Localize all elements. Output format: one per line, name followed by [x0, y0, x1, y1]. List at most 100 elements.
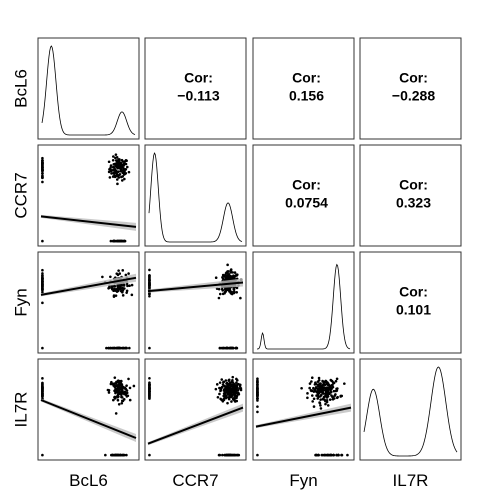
scatter-point	[116, 174, 119, 178]
scatter-point	[123, 177, 126, 181]
scatter-point	[118, 165, 122, 169]
scatter-point	[310, 376, 314, 380]
panel-frame	[37, 144, 140, 247]
scatter-point	[218, 453, 222, 457]
scatter-point	[323, 453, 327, 457]
cor-value-bcl6-il7r: −0.288	[392, 88, 435, 104]
scatter-point	[226, 390, 229, 394]
scatter-point	[112, 346, 115, 350]
scatter-point	[113, 376, 117, 379]
scatter-point	[256, 388, 259, 391]
scatter-point	[127, 170, 131, 174]
scatter-point	[148, 453, 151, 457]
scatter-point	[120, 346, 124, 350]
scatter-point	[125, 384, 128, 387]
scatter-point	[116, 394, 119, 398]
scatter-point	[235, 286, 239, 290]
column-label-il7r: IL7R	[393, 471, 429, 490]
scatter-point	[325, 396, 329, 399]
scatter-point	[215, 383, 219, 386]
scatter-point	[216, 395, 220, 399]
scatter-point	[332, 389, 336, 393]
panel-frame	[252, 37, 355, 140]
scatter-point	[310, 394, 314, 397]
scatter-point	[235, 399, 239, 403]
scatter-point	[125, 391, 129, 395]
scatter-point	[319, 407, 323, 410]
scatter-point	[230, 290, 234, 294]
cor-value-ccr7-il7r: 0.323	[396, 195, 431, 211]
panel-bcl6-fyn: Cor: 0.156	[252, 37, 355, 140]
scatter-point	[101, 275, 104, 279]
scatter-point	[233, 271, 237, 274]
scatter-point	[234, 388, 238, 391]
scatter-point	[218, 392, 221, 396]
scatter-point	[232, 274, 235, 278]
scatter-point	[325, 386, 329, 389]
scatter-point	[109, 382, 113, 386]
scatter-point	[41, 268, 44, 272]
scatter-point	[118, 159, 121, 163]
scatter-point	[335, 377, 339, 381]
scatter-point	[115, 178, 119, 181]
scatter-point	[122, 391, 126, 394]
scatter-point	[107, 170, 111, 174]
scatter-point	[331, 397, 335, 401]
scatter-point	[41, 171, 44, 175]
cor-label: Cor:	[184, 70, 213, 86]
scatter-point	[41, 168, 44, 172]
scatter-point	[119, 284, 123, 288]
scatter-point	[148, 292, 151, 295]
panel-frame	[37, 37, 140, 140]
scatter-point	[148, 383, 151, 387]
scatter-point	[218, 386, 221, 390]
scatter-point	[107, 388, 111, 392]
scatter-point	[232, 288, 236, 291]
scatter-point	[317, 453, 320, 457]
scatter-point	[256, 410, 259, 414]
scatter-point	[116, 390, 120, 394]
scatter-point	[113, 389, 116, 393]
scatter-point	[218, 292, 222, 296]
scatter-point	[234, 384, 238, 388]
scatter-point	[111, 158, 115, 162]
scatter-point	[306, 392, 309, 395]
scatter-point	[228, 391, 232, 394]
panel-frame	[359, 144, 462, 247]
scatter-point	[324, 380, 328, 383]
scatter-point	[346, 453, 349, 457]
scatter-point	[115, 290, 119, 293]
scatter-point	[256, 393, 259, 397]
scatter-point	[235, 274, 239, 277]
regression-line	[40, 276, 137, 296]
scatter-point	[116, 239, 119, 243]
scatter-point	[121, 269, 125, 272]
density-curve-ccr7	[148, 152, 243, 243]
scatter-point	[41, 394, 44, 398]
scatter-point	[110, 172, 113, 175]
scatter-point	[113, 453, 117, 457]
scatter-point	[148, 278, 151, 281]
scatter-point	[319, 385, 323, 389]
panel-fyn-ccr7	[144, 251, 247, 354]
scatter-point	[322, 381, 325, 385]
scatter-point	[126, 165, 129, 169]
scatter-point	[41, 279, 44, 283]
scatter-point	[117, 269, 120, 272]
panel-fyn-fyn	[252, 251, 355, 354]
density-curve-bcl6	[41, 45, 136, 136]
scatter-point	[224, 379, 228, 382]
scatter-point	[225, 275, 228, 278]
scatter-point	[227, 453, 231, 457]
panel-frame	[359, 37, 462, 140]
scatter-point	[340, 453, 344, 457]
scatter-point	[112, 398, 115, 402]
scatter-point	[118, 388, 122, 391]
scatter-point	[314, 453, 318, 457]
panel-ccr7-ccr7	[144, 144, 247, 247]
scatter-point	[41, 453, 44, 457]
scatter-point	[311, 400, 314, 403]
panel-frame	[144, 37, 247, 140]
scatter-point	[121, 289, 125, 292]
